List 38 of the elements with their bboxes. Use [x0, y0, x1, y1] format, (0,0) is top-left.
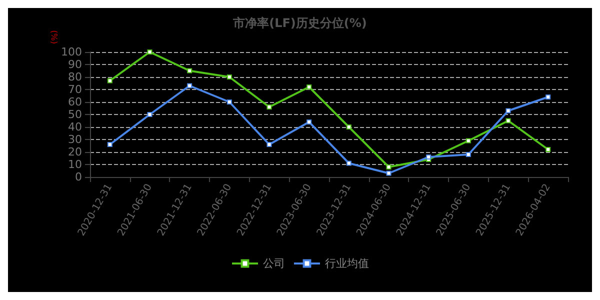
point	[187, 83, 192, 88]
point	[466, 152, 471, 157]
y-tick-label: 30	[68, 133, 82, 146]
y-tick-label: 80	[68, 70, 82, 84]
y-axis-title: (%)	[50, 30, 58, 44]
point	[266, 104, 272, 110]
y-tick-label: 60	[68, 96, 82, 108]
legend-label: 行业均值	[325, 257, 369, 270]
point	[147, 50, 152, 54]
point	[546, 147, 551, 152]
point	[466, 138, 471, 144]
y-tick-label: 40	[68, 120, 82, 134]
point	[187, 68, 192, 74]
point	[226, 100, 232, 104]
point	[346, 124, 352, 130]
y-tick-label: 100	[61, 46, 82, 58]
point	[346, 160, 352, 166]
point	[306, 84, 312, 90]
point	[506, 118, 511, 124]
y-tick-label: 10	[68, 158, 82, 171]
point	[426, 154, 432, 160]
point	[226, 74, 232, 80]
legend-label: 公司	[263, 257, 285, 270]
y-tick-label: 20	[68, 146, 82, 158]
point	[306, 120, 312, 124]
point	[107, 78, 112, 84]
point	[147, 112, 152, 117]
point	[386, 164, 392, 170]
y-tick-label: 50	[68, 108, 82, 121]
point	[506, 108, 511, 114]
point	[107, 142, 112, 147]
point	[266, 142, 272, 147]
point	[386, 170, 392, 176]
y-tick-label: 0	[75, 170, 82, 184]
point	[546, 94, 551, 100]
y-tick-label: 70	[68, 83, 82, 96]
chart-title: 市净率(LF)历史分位(%)	[232, 16, 367, 30]
y-tick-label: 90	[68, 58, 82, 71]
